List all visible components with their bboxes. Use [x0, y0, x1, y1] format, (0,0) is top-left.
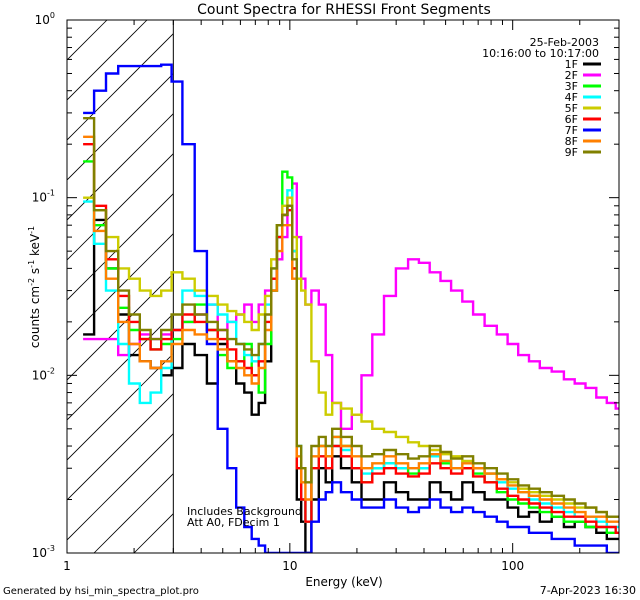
series-line-7f — [83, 63, 619, 553]
hatch-line — [0, 20, 27, 553]
hatch-line — [67, 33, 174, 141]
hatch-line — [67, 153, 174, 261]
legend-label-2f: 2F — [565, 69, 578, 82]
hatch-line — [67, 193, 174, 301]
y-tick-label: 10-1 — [32, 189, 55, 205]
plot-frame — [66, 19, 620, 554]
legend-label-3f: 3F — [565, 80, 578, 93]
annotation-attenuator: Att A0, FDecim 1 — [187, 516, 280, 529]
series-line-2f — [83, 182, 619, 430]
annotation-background: Includes Background — [187, 505, 302, 518]
legend-label-1f: 1F — [565, 58, 578, 71]
x-tick-label: 1 — [63, 559, 71, 573]
hatch-line — [67, 73, 174, 181]
legend-time-range: 10:16:00 to 10:17:00 — [482, 47, 599, 60]
legend: 25-Feb-2003 10:16:00 to 10:17:00 1F2F3F4… — [482, 36, 601, 159]
legend-label-9f: 9F — [565, 146, 578, 159]
y-axis-label: counts cm-2 s-1 keV-1 — [27, 226, 42, 348]
series-line-9f — [83, 117, 619, 518]
series-line-1f — [83, 204, 619, 553]
hatch-line — [67, 233, 174, 341]
series-line-6f — [83, 143, 619, 534]
legend-date: 25-Feb-2003 — [530, 36, 599, 49]
x-tick-label: 10 — [282, 559, 297, 573]
legend-label-5f: 5F — [565, 102, 578, 115]
hatch-line — [67, 433, 174, 541]
x-tick-label: 100 — [501, 559, 524, 573]
hatch-line — [67, 273, 174, 381]
legend-label-7f: 7F — [565, 124, 578, 137]
legend-label-8f: 8F — [565, 135, 578, 148]
background-region-hatch — [0, 20, 174, 553]
legend-label-6f: 6F — [565, 113, 578, 126]
chart-title: Count Spectra for RHESSI Front Segments — [197, 2, 491, 18]
footer-timestamp: 7-Apr-2023 16:30 — [540, 584, 636, 597]
x-axis-label: Energy (keV) — [305, 575, 382, 589]
y-tick-label: 10-3 — [32, 544, 55, 560]
legend-label-4f: 4F — [565, 91, 578, 104]
series-line-5f — [83, 196, 619, 518]
y-tick-label: 10-2 — [32, 366, 55, 382]
y-tick-label: 100 — [35, 11, 55, 27]
hatch-line — [67, 20, 148, 101]
hatch-line — [67, 393, 174, 501]
footer-generated-by: Generated by hsi_min_spectra_plot.pro — [3, 586, 199, 597]
hatch-line — [67, 20, 108, 61]
hatch-line — [67, 353, 174, 461]
